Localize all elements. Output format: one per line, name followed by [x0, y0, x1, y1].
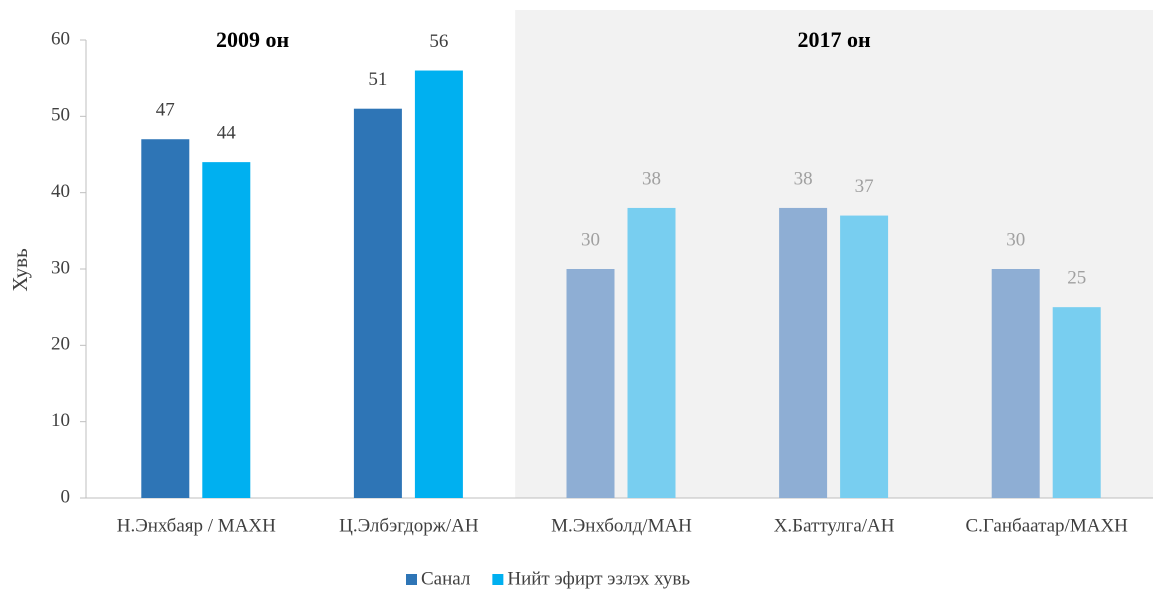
legend-label: Санал	[421, 568, 471, 589]
value-label: 47	[156, 100, 175, 121]
legend-label: Нийт эфирт эзлэх хувь	[507, 568, 690, 589]
bar	[566, 269, 615, 498]
region-label: 2017 он	[798, 27, 872, 52]
value-label: 38	[642, 168, 661, 189]
value-label: 56	[429, 31, 448, 52]
bar	[141, 139, 190, 498]
region-label: 2009 он	[216, 27, 290, 52]
y-tick-label: 50	[51, 105, 70, 126]
x-tick-label: С.Ганбаатар/МАХН	[966, 515, 1129, 536]
y-tick-label: 30	[51, 257, 70, 278]
value-label: 38	[794, 168, 813, 189]
y-tick-label: 10	[51, 410, 70, 431]
bar	[353, 108, 402, 498]
bar	[840, 215, 889, 499]
legend-swatch	[406, 574, 417, 585]
bar	[1052, 307, 1101, 498]
value-label: 37	[855, 176, 874, 197]
value-label: 51	[368, 69, 387, 90]
region-background	[515, 10, 1153, 498]
y-tick-label: 60	[51, 28, 70, 49]
y-tick-label: 20	[51, 334, 70, 355]
x-tick-label: Х.Баттулга/АН	[774, 515, 895, 536]
bar	[991, 269, 1040, 498]
bar	[414, 70, 463, 499]
x-tick-label: М.Энхболд/МАН	[551, 515, 692, 536]
value-label: 25	[1067, 268, 1086, 289]
value-label: 44	[217, 122, 237, 143]
y-tick-label: 0	[61, 486, 71, 507]
y-tick-label: 40	[51, 181, 70, 202]
bar	[627, 207, 676, 498]
bar	[202, 162, 251, 498]
value-label: 30	[1006, 229, 1025, 250]
legend-swatch	[492, 574, 504, 585]
x-tick-label: Н.Энхбаяр / МАХН	[117, 515, 276, 536]
value-label: 30	[581, 229, 600, 250]
x-tick-label: Ц.Элбэгдорж/АН	[339, 515, 479, 536]
bar	[779, 207, 828, 498]
y-axis-label: Хувь	[8, 248, 32, 291]
